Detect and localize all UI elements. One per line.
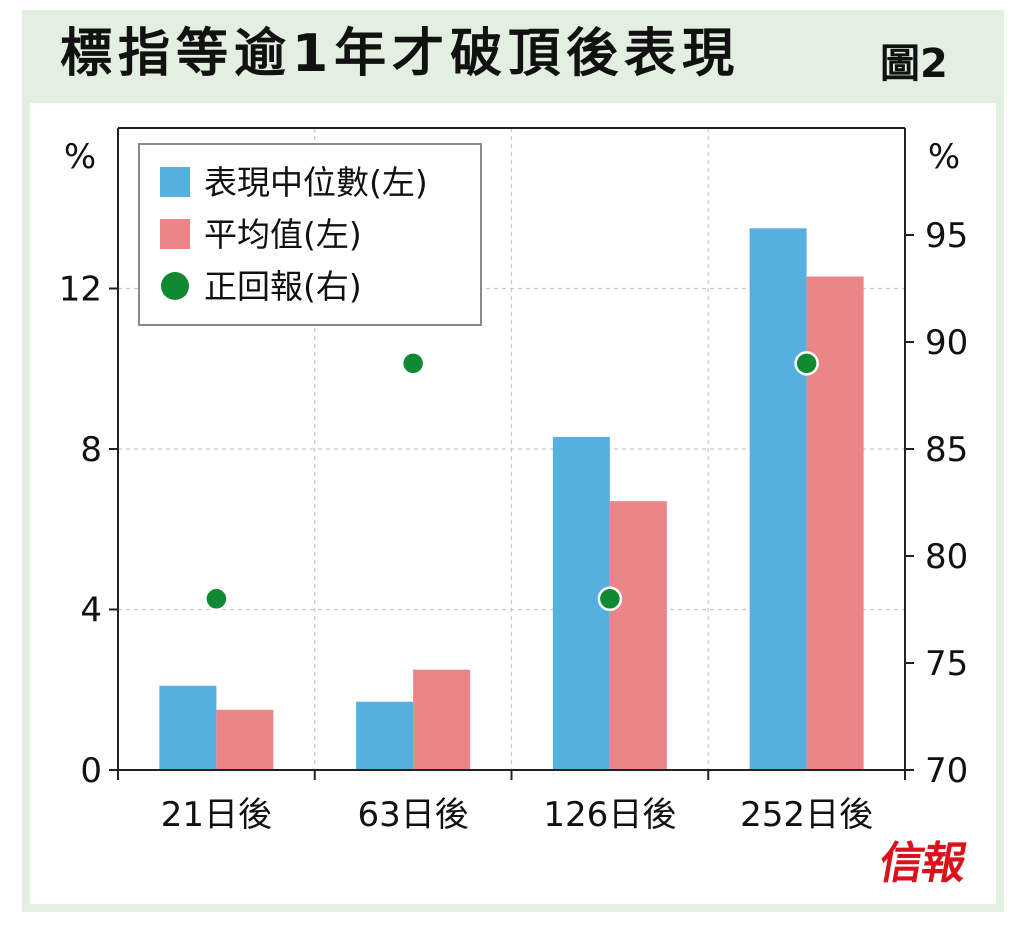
legend-label: 正回報(右): [204, 267, 362, 306]
right-tick-label: 90: [925, 323, 968, 363]
bar: [216, 709, 274, 770]
bar: [609, 501, 667, 770]
bar: [806, 276, 864, 770]
x-tick-label: 21日後: [161, 795, 272, 835]
data-point: [400, 351, 426, 376]
right-tick-label: 75: [925, 644, 968, 684]
legend-box: [138, 143, 482, 326]
right-tick-label: 80: [925, 537, 968, 577]
right-axis-unit: %: [928, 137, 960, 177]
bar: [159, 685, 217, 770]
data-point: [204, 586, 229, 612]
legend-swatch: [160, 219, 190, 249]
points: [204, 351, 819, 612]
bar: [356, 701, 414, 770]
x-tick-label: 252日後: [740, 795, 873, 835]
right-tick-label: 95: [925, 216, 968, 256]
axes: 0 4 8 12% 70 75 80 85 90 95% 21日後 63日後 126日後 252日後: [59, 127, 968, 835]
data-point: [597, 586, 623, 612]
legend-marker: [161, 272, 189, 300]
x-tick-label: 126日後: [543, 795, 676, 835]
chart-title: 標指等逾1年才破頂後表現: [60, 24, 741, 84]
figure-label: 圖2: [880, 41, 948, 87]
legend-swatch: [160, 167, 190, 197]
right-tick-label: 85: [925, 430, 968, 470]
left-tick-label: 0: [80, 751, 102, 791]
data-point: [794, 351, 819, 376]
left-tick-label: 12: [59, 270, 102, 310]
left-axis-unit: %: [64, 137, 96, 177]
bar: [749, 228, 807, 770]
publisher-logo: 信報: [875, 838, 969, 889]
left-tick-label: 8: [80, 430, 102, 470]
x-tick-label: 63日後: [357, 795, 468, 835]
bar: [413, 669, 471, 770]
legend-label: 平均值(左): [204, 215, 362, 254]
legend: 表現中位數(左) 平均值(左) 正回報(右): [138, 143, 482, 326]
left-tick-label: 4: [80, 591, 102, 631]
right-tick-label: 70: [925, 751, 968, 791]
legend-label: 表現中位數(左): [204, 163, 428, 202]
